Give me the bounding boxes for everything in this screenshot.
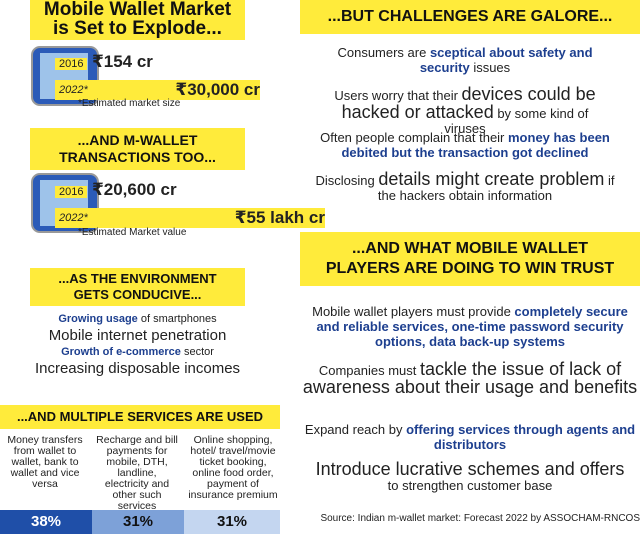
service-text: Money transfers from wallet to wallet, b… bbox=[7, 434, 83, 490]
item: Growth of e-commerce sector bbox=[10, 345, 265, 360]
emphasis: Introduce lucrative schemes and offers bbox=[315, 459, 625, 479]
title-line: GETS CONDUCIVE... bbox=[73, 287, 202, 302]
text: if the hackers obtain information bbox=[377, 173, 615, 203]
year: 2022* bbox=[55, 212, 92, 224]
year: 2022* bbox=[55, 84, 92, 96]
emphasis: offering services through agents and dis… bbox=[406, 422, 636, 452]
text: Disclosing bbox=[315, 173, 379, 188]
text: Mobile wallet players must provide bbox=[312, 304, 515, 319]
text: Increasing disposable incomes bbox=[34, 360, 241, 377]
transactions-row: 2016 ₹20,600 cr bbox=[55, 180, 177, 200]
title-line: ...AND M-WALLET bbox=[77, 132, 198, 148]
trust-item: Mobile wallet players must provide compl… bbox=[300, 304, 640, 349]
title-line: TRANSACTIONS TOO... bbox=[59, 149, 216, 165]
emphasis: tackle the issue of lack of awareness ab… bbox=[302, 359, 638, 397]
environment-title: ...AS THE ENVIRONMENT GETS CONDUCIVE... bbox=[30, 268, 245, 306]
trust-item: Introduce lucrative schemes and offers t… bbox=[310, 460, 630, 493]
year: 2016 bbox=[55, 186, 88, 198]
title-line: PLAYERS ARE DOING TO WIN TRUST bbox=[325, 260, 615, 277]
text: Expand reach by bbox=[304, 422, 407, 437]
amount: ₹154 cr bbox=[91, 52, 153, 71]
text: to strengthen customer base bbox=[387, 478, 553, 493]
text: issues bbox=[469, 60, 511, 75]
emphasis: completely secure and reliable services,… bbox=[316, 304, 628, 349]
title-line: ...AS THE ENVIRONMENT bbox=[58, 271, 217, 286]
emphasis: details might create problem bbox=[378, 169, 605, 189]
note: *Estimated market size bbox=[78, 98, 181, 109]
service-share: 31% bbox=[92, 510, 184, 534]
item: Increasing disposable incomes bbox=[10, 360, 265, 378]
transactions-title: ...AND M-WALLET TRANSACTIONS TOO... bbox=[30, 128, 245, 170]
service-share: 31% bbox=[184, 510, 280, 534]
text: Consumers are bbox=[337, 45, 430, 60]
text: sector bbox=[180, 346, 214, 358]
service-text: Recharge and bill payments for mobile, D… bbox=[96, 434, 178, 512]
trust-item: Companies must tackle the issue of lack … bbox=[300, 360, 640, 396]
amount: ₹30,000 cr bbox=[175, 80, 260, 99]
text: Mobile internet penetration bbox=[48, 327, 227, 344]
service-share: 38% bbox=[0, 510, 92, 534]
environment-list: Growing usage of smartphones Mobile inte… bbox=[10, 312, 265, 378]
text: Companies must bbox=[318, 363, 421, 378]
market-title: Mobile Wallet Market is Set to Explode..… bbox=[30, 0, 245, 40]
text: by some kind of viruses bbox=[444, 106, 589, 136]
challenge: Consumers are sceptical about safety and… bbox=[330, 45, 600, 75]
text: Often people complain that their bbox=[320, 130, 508, 145]
text: Users worry that their bbox=[334, 88, 462, 103]
market-row: 2022* ₹30,000 cr bbox=[55, 80, 260, 100]
title-line: Mobile Wallet Market bbox=[43, 0, 232, 20]
text: of smartphones bbox=[137, 313, 217, 325]
item: Growing usage of smartphones bbox=[10, 312, 265, 327]
trust-item: Expand reach by offering services throug… bbox=[300, 422, 640, 452]
transactions-row: 2022* ₹55 lakh cr bbox=[55, 208, 325, 228]
emphasis: Growing usage bbox=[58, 313, 138, 325]
note: *Estimated Market value bbox=[78, 227, 187, 238]
emphasis: sceptical about safety and security bbox=[419, 45, 593, 75]
year: 2016 bbox=[55, 58, 88, 70]
trust-title: ...AND WHAT MOBILE WALLET PLAYERS ARE DO… bbox=[300, 232, 640, 286]
emphasis: devices could be hacked or attacked bbox=[341, 84, 596, 122]
amount: ₹55 lakh cr bbox=[234, 208, 325, 227]
title-line: ...AND WHAT MOBILE WALLET bbox=[351, 240, 589, 257]
emphasis: money has been debited but the transacti… bbox=[341, 130, 610, 160]
service-text: Online shopping, hotel/ travel/movie tic… bbox=[188, 434, 278, 501]
challenges-title: ...BUT CHALLENGES ARE GALORE... bbox=[300, 0, 640, 34]
title-line: is Set to Explode... bbox=[53, 18, 222, 39]
challenge: Users worry that their devices could be … bbox=[320, 85, 610, 136]
source: Source: Indian m-wallet market: Forecast… bbox=[320, 513, 640, 524]
item: Mobile internet penetration bbox=[10, 327, 265, 345]
amount: ₹20,600 cr bbox=[91, 180, 177, 199]
challenge: Often people complain that their money h… bbox=[310, 130, 620, 160]
challenge: Disclosing details might create problem … bbox=[310, 170, 620, 203]
services-title: ...AND MULTIPLE SERVICES ARE USED bbox=[0, 405, 280, 429]
emphasis: Growth of e-commerce bbox=[61, 346, 181, 358]
market-row: 2016 ₹154 cr bbox=[55, 52, 153, 72]
